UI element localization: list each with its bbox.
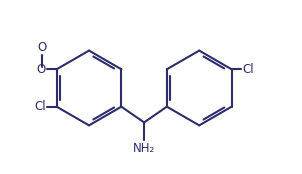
Text: O: O bbox=[37, 41, 47, 54]
Text: O: O bbox=[37, 63, 46, 76]
Text: NH₂: NH₂ bbox=[133, 142, 155, 155]
Text: Cl: Cl bbox=[243, 63, 254, 76]
Text: Cl: Cl bbox=[34, 100, 46, 113]
